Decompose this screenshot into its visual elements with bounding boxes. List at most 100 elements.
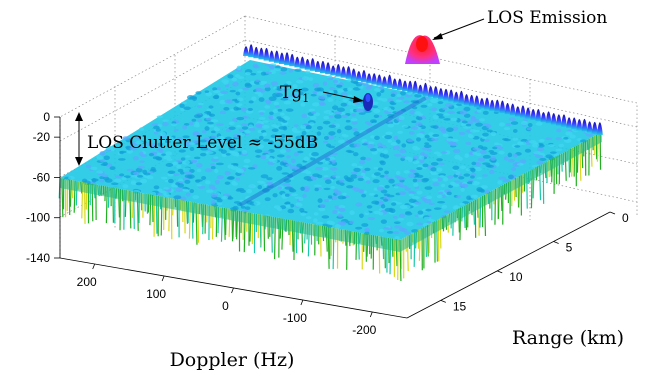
clutter-speck bbox=[388, 178, 395, 184]
range-tick-labels: 0 5 10 15 bbox=[440, 211, 629, 313]
clutter-speck bbox=[160, 139, 166, 143]
clutter-speck bbox=[153, 185, 160, 190]
clutter-speck bbox=[163, 192, 170, 198]
target-label-subscript: 1 bbox=[302, 92, 309, 105]
clutter-speck bbox=[323, 187, 331, 191]
clutter-speck bbox=[228, 126, 236, 131]
clutter-speck bbox=[170, 123, 178, 127]
clutter-speck bbox=[227, 140, 235, 145]
los-ridge-lobe bbox=[596, 122, 603, 135]
los-ridge-lobe bbox=[386, 74, 393, 88]
clutter-speck bbox=[241, 123, 248, 127]
clutter-speck bbox=[430, 167, 437, 172]
clutter-speck bbox=[470, 175, 475, 179]
los-ridge-lobe bbox=[355, 71, 362, 82]
clutter-speck bbox=[210, 192, 219, 198]
clutter-speck bbox=[437, 201, 445, 204]
clutter-speck bbox=[443, 210, 451, 214]
clutter-speck bbox=[436, 158, 443, 162]
clutter-speck bbox=[431, 107, 438, 112]
range-tick-label: 5 bbox=[566, 240, 573, 254]
clutter-speck bbox=[242, 87, 250, 91]
clutter-speck bbox=[287, 208, 295, 214]
clutter-speck bbox=[276, 133, 282, 137]
clutter-speck bbox=[204, 180, 211, 185]
clutter-speck bbox=[313, 184, 322, 188]
clutter-speck bbox=[422, 163, 429, 168]
clutter-speck bbox=[484, 138, 490, 142]
clutter-speck bbox=[447, 175, 454, 179]
clutter-speck bbox=[197, 102, 204, 106]
clutter-speck bbox=[411, 120, 417, 124]
clutter-speck bbox=[383, 174, 389, 178]
clutter-speck bbox=[458, 176, 465, 180]
clutter-speck bbox=[237, 168, 245, 174]
clutter-speck bbox=[236, 187, 245, 191]
clutter-speck bbox=[556, 128, 562, 133]
clutter-speck bbox=[247, 167, 256, 170]
clutter-speck bbox=[255, 123, 263, 128]
clutter-speck bbox=[473, 129, 481, 133]
clutter-speck bbox=[305, 70, 311, 74]
clutter-speck bbox=[85, 164, 92, 169]
clutter-speck bbox=[300, 212, 307, 216]
clutter-speck bbox=[427, 103, 433, 107]
clutter-speck bbox=[347, 87, 353, 92]
clutter-speck bbox=[498, 150, 505, 155]
clutter-speck bbox=[182, 160, 191, 165]
clutter-speck bbox=[382, 154, 390, 159]
clutter-speck bbox=[323, 110, 331, 114]
clutter-speck bbox=[452, 165, 460, 170]
clutter-speck bbox=[297, 150, 304, 154]
clutter-speck bbox=[503, 127, 511, 131]
clutter-speck bbox=[413, 182, 419, 188]
clutter-speck bbox=[383, 198, 389, 202]
clutter-speck bbox=[228, 121, 235, 126]
clutter-speck bbox=[304, 99, 310, 103]
clutter-speck bbox=[408, 198, 417, 203]
clutter-speck bbox=[270, 134, 277, 138]
clutter-speck bbox=[450, 117, 458, 122]
clutter-speck bbox=[334, 111, 343, 115]
clutter-speck bbox=[277, 186, 282, 190]
los-ridge-lobe bbox=[273, 50, 280, 63]
clutter-speck bbox=[393, 135, 399, 141]
range-tick-mark bbox=[497, 270, 503, 274]
clutter-speck bbox=[399, 204, 408, 210]
clutter-speck bbox=[263, 150, 271, 153]
clutter-speck bbox=[332, 105, 339, 110]
clutter-speck bbox=[463, 126, 471, 129]
clutter-speck bbox=[441, 151, 448, 154]
z-tick-label: -60 bbox=[33, 170, 51, 184]
clutter-speck bbox=[472, 147, 481, 151]
los-ridge-lobe bbox=[468, 94, 475, 107]
clutter-speck bbox=[430, 172, 438, 176]
clutter-speck bbox=[395, 99, 402, 103]
clutter-speck bbox=[311, 137, 319, 141]
clutter-speck bbox=[355, 226, 363, 230]
clutter-speck bbox=[276, 154, 285, 158]
clutter-speck bbox=[392, 145, 401, 150]
clutter-speck bbox=[258, 97, 265, 102]
range-tick-mark bbox=[609, 211, 616, 215]
zero-doppler-stripe bbox=[239, 96, 427, 207]
clutter-speck bbox=[507, 152, 513, 158]
clutter-speck bbox=[446, 137, 454, 142]
clutter-speck bbox=[285, 80, 292, 85]
doppler-tick-label: 0 bbox=[222, 299, 229, 313]
clutter-speck bbox=[341, 196, 347, 199]
clutter-speck bbox=[450, 181, 456, 186]
clutter-speck bbox=[358, 112, 366, 115]
clutter-speck bbox=[300, 124, 307, 129]
clutter-speck bbox=[227, 74, 234, 79]
clutter-speck bbox=[328, 124, 336, 129]
los-ridge-lobe bbox=[243, 46, 249, 56]
clutter-speck bbox=[221, 195, 229, 200]
clutter-speck bbox=[359, 213, 364, 219]
clutter-speck bbox=[248, 127, 256, 131]
clutter-speck bbox=[350, 118, 358, 122]
clutter-speck bbox=[189, 188, 195, 194]
clutter-speck bbox=[295, 80, 304, 84]
clutter-speck bbox=[327, 77, 334, 81]
clutter-speck bbox=[337, 213, 344, 218]
